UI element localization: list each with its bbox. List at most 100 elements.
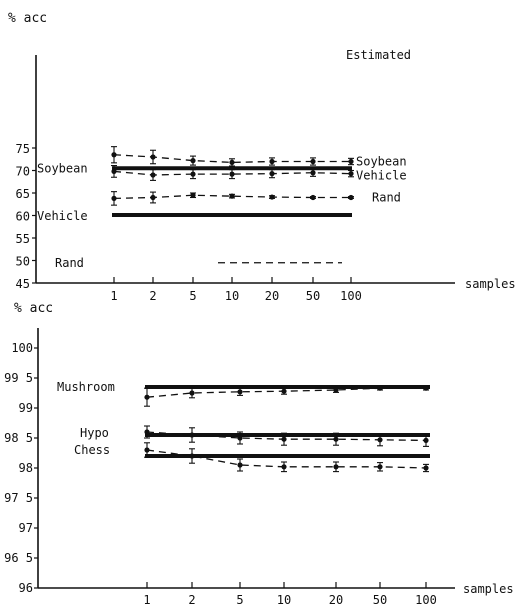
top-point-vehicle	[348, 171, 354, 177]
bottom-series	[144, 385, 429, 473]
top-x-tick-label: 1	[110, 289, 117, 303]
bottom-point-hypo	[237, 435, 243, 441]
bottom-series-line-mushroom	[146, 387, 426, 398]
top-x-tick-label: 2	[149, 289, 156, 303]
top-x-tick-label: 10	[225, 289, 239, 303]
top-x-tick-label: 20	[265, 289, 279, 303]
top-point-vehicle	[310, 170, 316, 176]
bottom-y-tick-label: 99 5	[4, 371, 33, 385]
top-point-soybean	[229, 159, 235, 165]
top-point-soybean	[150, 154, 156, 160]
top-y-tick-label: 75	[16, 142, 30, 156]
top-point-vehicle	[150, 172, 156, 178]
top-point-soybean	[348, 158, 354, 165]
top-point-rand	[348, 194, 354, 201]
top-point-rand	[150, 194, 156, 201]
bottom-point-hypo	[144, 429, 150, 435]
top-y-tick-label: 60	[16, 210, 30, 224]
bottom-baseline-label-hypo: Hypo	[80, 426, 109, 440]
bottom-baseline-label-chess: Chess	[74, 443, 110, 457]
bottom-x-tick-label: 100	[415, 593, 437, 607]
top-baseline-label-soybean: Soybean	[37, 161, 88, 175]
top-point-rand	[190, 192, 196, 198]
top-x-tick-label: 100	[340, 289, 362, 303]
bottom-x-tick-label: 10	[277, 593, 291, 607]
top-y-tick-label: 45	[16, 277, 30, 291]
top-y-tick-label: 50	[16, 255, 30, 269]
bottom-y-tick-label: 96 5	[4, 551, 33, 565]
bottom-point-mushroom	[281, 388, 287, 394]
bottom-y-tick-label: 96	[19, 581, 33, 595]
top-y-axis-label: % acc	[8, 11, 47, 26]
bottom-point-chess	[144, 447, 150, 453]
bottom-point-chess	[333, 464, 339, 470]
bottom-point-mushroom	[377, 385, 383, 391]
top-point-vehicle	[190, 171, 196, 177]
bottom-baseline-label-mushroom: Mushroom	[57, 380, 115, 394]
bottom-point-mushroom	[237, 389, 243, 395]
bottom-y-tick-label: 98 5	[4, 431, 33, 445]
bottom-point-mushroom	[144, 394, 150, 400]
top-y-tick-label: 65	[16, 187, 30, 201]
bottom-point-chess	[281, 464, 287, 470]
bottom-y-tick-label: 99	[19, 401, 33, 415]
bottom-x-tick-label: 2	[188, 593, 195, 607]
top-point-rand	[269, 194, 275, 200]
top-point-rand	[111, 195, 117, 201]
top-y-ticks: 75 70 65 60 55 50 45	[16, 142, 36, 291]
chart-bottom: % acc samples 100 99 5 99 98 5 98 97 5 97 96 5 9…	[4, 301, 513, 607]
top-series	[111, 146, 354, 206]
bottom-x-tick-label: 50	[373, 593, 387, 607]
bottom-point-mushroom	[189, 390, 195, 396]
bottom-y-tick-label: 98	[19, 461, 33, 475]
bottom-point-hypo	[333, 436, 339, 442]
top-x-tick-label: 50	[306, 289, 320, 303]
bottom-y-axis-label: % acc	[14, 301, 53, 316]
bottom-x-ticks: 1 2 5 10 20 50 100	[143, 582, 437, 607]
top-legend-heading: Estimated	[346, 48, 411, 62]
bottom-point-chess	[423, 465, 429, 471]
top-x-ticks: 1 2 5 10 20 50 100	[110, 277, 362, 303]
top-x-axis-label: samples	[465, 277, 516, 291]
bottom-point-chess	[189, 453, 195, 459]
top-series-label-soybean: Soybean	[356, 155, 407, 169]
bottom-baselines	[145, 385, 430, 458]
top-point-vehicle	[111, 168, 117, 174]
top-baseline-label-rand: Rand	[55, 256, 84, 270]
bottom-point-hypo	[189, 432, 195, 438]
bottom-series-line-chess	[146, 449, 427, 469]
bottom-x-tick-label: 20	[329, 593, 343, 607]
top-point-soybean	[111, 152, 117, 158]
bottom-y-tick-label: 97 5	[4, 491, 33, 505]
top-point-soybean	[310, 158, 316, 165]
chart-top: % acc samples Estimated 75 70 65 60 55 50 45 1…	[8, 11, 516, 303]
top-point-vehicle	[269, 171, 275, 177]
bottom-point-chess	[377, 464, 383, 470]
top-y-tick-label: 55	[16, 232, 30, 246]
top-point-soybean	[269, 158, 275, 165]
top-y-tick-label: 70	[16, 165, 30, 179]
top-baselines	[112, 166, 352, 264]
top-series-label-rand: Rand	[372, 191, 401, 205]
top-point-vehicle	[229, 171, 235, 177]
bottom-point-chess	[237, 462, 243, 468]
top-x-tick-label: 5	[189, 289, 196, 303]
bottom-x-axis-label: samples	[463, 582, 514, 596]
top-point-rand	[229, 193, 235, 199]
bottom-point-hypo	[377, 437, 383, 443]
bottom-labels: Mushroom Hypo Chess	[57, 380, 115, 457]
bottom-x-tick-label: 5	[236, 593, 243, 607]
top-series-label-vehicle: Vehicle	[356, 169, 407, 183]
bottom-point-mushroom	[333, 387, 339, 393]
bottom-point-hypo	[281, 436, 287, 442]
bottom-y-ticks: 100 99 5 99 98 5 98 97 5 97 96 5 96	[4, 341, 38, 595]
top-point-soybean	[190, 158, 196, 164]
bottom-y-tick-label: 97	[19, 521, 33, 535]
bottom-point-hypo	[423, 437, 429, 443]
top-baseline-label-vehicle: Vehicle	[37, 209, 88, 223]
top-point-rand	[310, 194, 316, 201]
bottom-y-tick-label: 100	[11, 341, 33, 355]
bottom-x-tick-label: 1	[143, 593, 150, 607]
